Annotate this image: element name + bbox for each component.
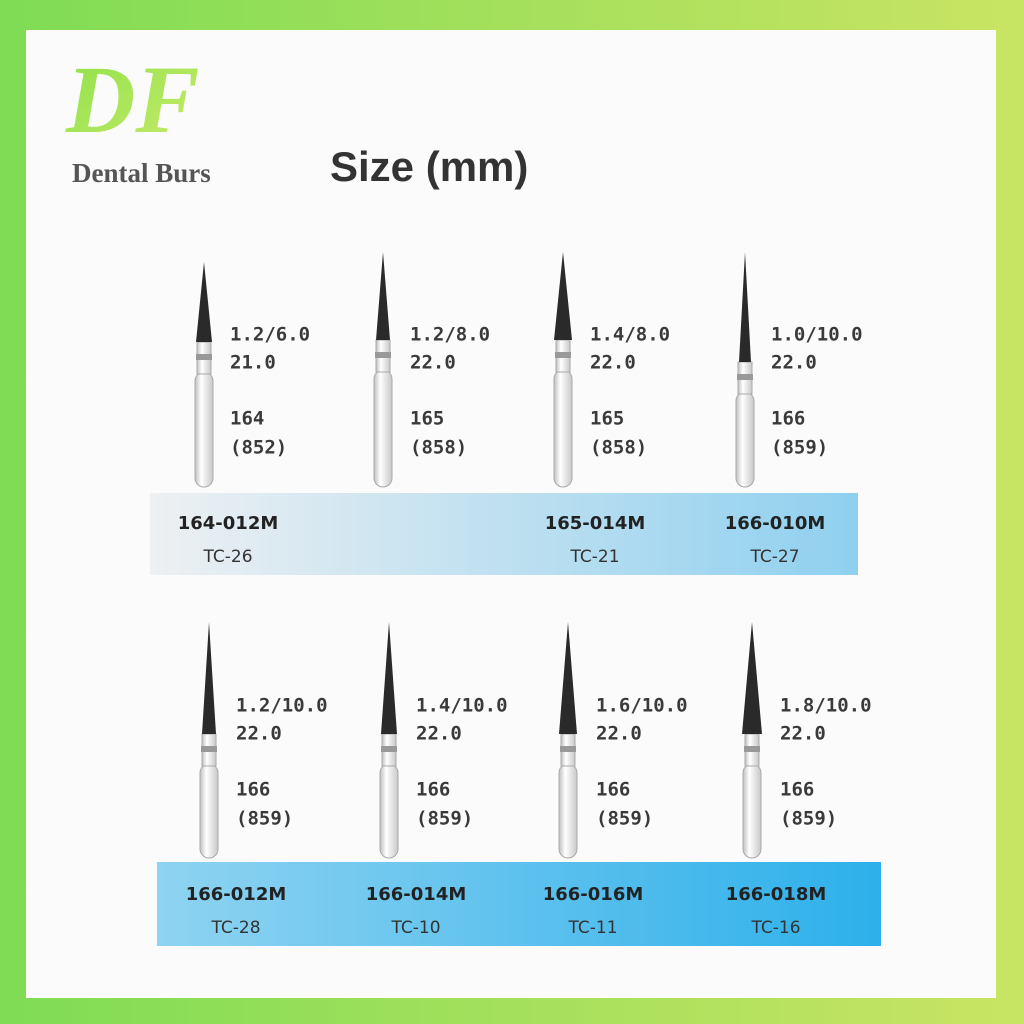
bur-ring (201, 746, 217, 752)
spec-spec: 1.2/10.0 (236, 695, 328, 717)
spec-length: 22.0 (780, 723, 826, 745)
spec-length: 22.0 (416, 723, 462, 745)
bur-ring (555, 352, 571, 358)
tc-code: TC-16 (750, 918, 800, 938)
spec-alt: (859) (596, 808, 653, 830)
title: Size (mm) (330, 143, 528, 190)
code-band (157, 862, 881, 946)
code: 166-012M (186, 884, 287, 905)
brand: Dental Burs (72, 158, 211, 188)
spec-iso: 166 (780, 779, 814, 801)
spec-length: 21.0 (230, 352, 276, 374)
spec-alt: (859) (780, 808, 837, 830)
bur-head (202, 622, 216, 734)
spec-spec: 1.4/10.0 (416, 695, 508, 717)
spec-alt: (859) (416, 808, 473, 830)
bur-head (554, 252, 572, 340)
bur-ring (744, 746, 760, 752)
spec-spec: 1.6/10.0 (596, 695, 688, 717)
code: 166-016M (543, 884, 644, 905)
bur-shank (558, 763, 578, 859)
tc-code: TC-11 (567, 918, 617, 938)
bur-shank (373, 369, 393, 488)
spec-spec: 1.8/10.0 (780, 695, 872, 717)
code: 165-014M (545, 513, 646, 534)
bur-ring (560, 746, 576, 752)
bur-shank (199, 763, 219, 859)
spec-iso: 165 (590, 408, 624, 430)
code-band (150, 493, 858, 575)
bur-ring (375, 352, 391, 358)
spec-alt: (858) (590, 437, 647, 459)
spec-alt: (859) (771, 437, 828, 459)
spec-length: 22.0 (236, 723, 282, 745)
code: 166-018M (726, 884, 827, 905)
bur-shank (735, 391, 755, 488)
bur-ring (737, 374, 753, 380)
spec-spec: 1.0/10.0 (771, 324, 863, 346)
tc-code: TC-21 (569, 547, 619, 567)
tc-code: TC-26 (202, 547, 252, 567)
bur-head (381, 622, 397, 734)
bur-head (376, 252, 390, 340)
spec-alt: (859) (236, 808, 293, 830)
bur-ring (196, 354, 212, 360)
bur-shank (379, 763, 399, 859)
tc-code: TC-28 (210, 918, 260, 938)
spec-iso: 164 (230, 408, 264, 430)
bur-ring (381, 746, 397, 752)
bur-shank (742, 763, 762, 859)
bur-shank (553, 369, 573, 488)
logo: DF (65, 46, 199, 153)
spec-spec: 1.4/8.0 (590, 324, 670, 346)
spec-alt: (858) (410, 437, 467, 459)
spec-iso: 165 (410, 408, 444, 430)
bur-head (196, 262, 212, 342)
code: 166-010M (725, 513, 826, 534)
spec-iso: 166 (416, 779, 450, 801)
spec-alt: (852) (230, 437, 287, 459)
spec-length: 22.0 (410, 352, 456, 374)
bur-head (739, 252, 751, 362)
spec-length: 22.0 (771, 352, 817, 374)
code: 166-014M (366, 884, 467, 905)
tc-code: TC-27 (749, 547, 799, 567)
bur-head (559, 622, 577, 734)
spec-spec: 1.2/8.0 (410, 324, 490, 346)
spec-length: 22.0 (590, 352, 636, 374)
spec-length: 22.0 (596, 723, 642, 745)
spec-iso: 166 (771, 408, 805, 430)
code: 164-012M (178, 513, 279, 534)
bur-shank (194, 371, 214, 488)
spec-spec: 1.2/6.0 (230, 324, 310, 346)
spec-iso: 166 (236, 779, 270, 801)
bur-head (742, 622, 762, 734)
tc-code: TC-10 (390, 918, 440, 938)
spec-iso: 166 (596, 779, 630, 801)
